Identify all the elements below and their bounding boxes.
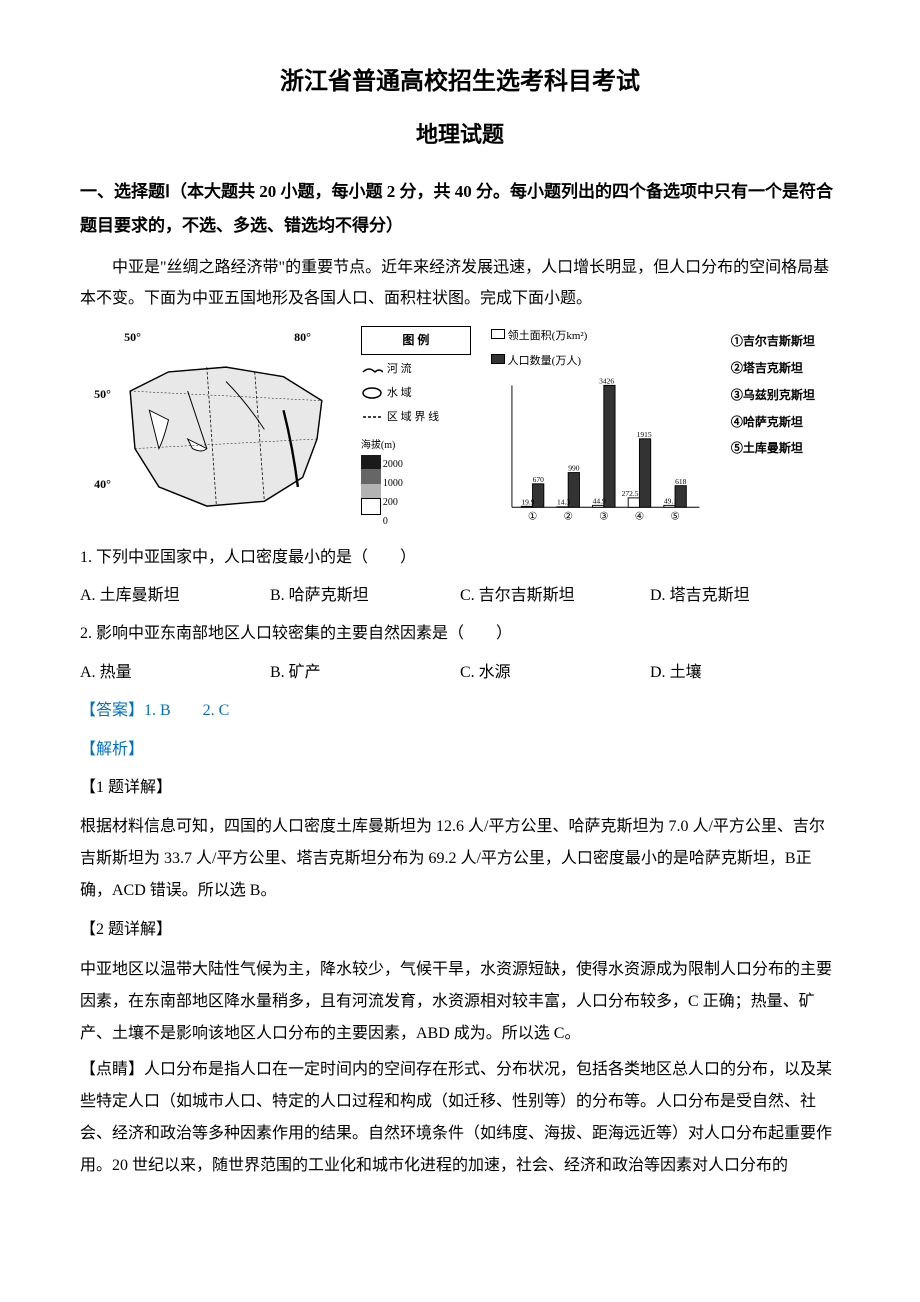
svg-text:19.9: 19.9 xyxy=(521,497,534,506)
q1-option-a: A. 土库曼斯坦 xyxy=(80,581,270,611)
intro-text: 中亚是"丝绸之路经济带"的重要节点。近年来经济发展迅速，人口增长明显，但人口分布… xyxy=(80,253,840,314)
lon-label-2: 80° xyxy=(294,326,311,349)
svg-text:618: 618 xyxy=(675,477,687,486)
q2-option-c: C. 水源 xyxy=(460,658,650,688)
svg-text:⑤: ⑤ xyxy=(670,511,679,522)
elevation-bar xyxy=(361,455,381,515)
question-2-options: A. 热量 B. 矿产 C. 水源 D. 土壤 xyxy=(80,658,840,688)
svg-text:990: 990 xyxy=(568,464,580,473)
lat-label-2: 40° xyxy=(94,473,111,496)
question-1: 1. 下列中亚国家中，人口密度最小的是（ ） xyxy=(80,543,840,573)
svg-text:670: 670 xyxy=(532,475,544,484)
lon-label-1: 50° xyxy=(124,326,141,349)
tip-text: 【点睛】人口分布是指人口在一定时间内的空间存在形式、分布状况，包括各类地区总人口… xyxy=(80,1054,840,1182)
svg-text:③: ③ xyxy=(599,511,608,522)
q1-option-d: D. 塔吉克斯坦 xyxy=(650,581,840,611)
map-svg xyxy=(111,349,341,529)
q1-option-c: C. 吉尔吉斯斯坦 xyxy=(460,581,650,611)
main-title: 浙江省普通高校招生选考科目考试 xyxy=(80,60,840,106)
bar-chart-svg: 19.9 670 14.3 990 44.9 3426 272.5 1915 4… xyxy=(491,376,711,526)
analysis-label: 【解析】 xyxy=(80,735,840,765)
series-area: 领土面积(万km²) xyxy=(491,326,587,347)
section-header: 一、选择题Ⅰ（本大题共 20 小题，每小题 2 分，共 40 分。每小题列出的四… xyxy=(80,175,840,243)
svg-text:49.1: 49.1 xyxy=(664,496,677,505)
legend-river: 河 流 xyxy=(361,359,471,380)
legend-title: 图 例 xyxy=(361,326,471,355)
q2-option-d: D. 土壤 xyxy=(650,658,840,688)
detail-1-text: 根据材料信息可知，四国的人口密度土库曼斯坦为 12.6 人/平方公里、哈萨克斯坦… xyxy=(80,811,840,907)
q1-option-b: B. 哈萨克斯坦 xyxy=(270,581,460,611)
detail-2-label: 【2 题详解】 xyxy=(80,915,840,945)
answer-line: 【答案】1. B 2. C xyxy=(80,696,840,726)
question-1-options: A. 土库曼斯坦 B. 哈萨克斯坦 C. 吉尔吉斯斯坦 D. 塔吉克斯坦 xyxy=(80,581,840,611)
svg-text:14.3: 14.3 xyxy=(557,497,570,506)
svg-text:①: ① xyxy=(528,511,537,522)
svg-text:④: ④ xyxy=(635,511,644,522)
detail-1-label: 【1 题详解】 xyxy=(80,773,840,803)
figure-container: 50° 80° 50° 40° 图 例 xyxy=(80,326,840,530)
svg-text:272.5: 272.5 xyxy=(622,489,639,498)
svg-text:44.9: 44.9 xyxy=(592,496,605,505)
country-labels: ①吉尔吉斯斯坦 ②塔吉克斯坦 ③乌兹别克斯坦 ④哈萨克斯坦 ⑤土库曼斯坦 xyxy=(731,326,826,464)
detail-2-text: 中亚地区以温带大陆性气候为主，降水较少，气候干旱，水资源短缺，使得水资源成为限制… xyxy=(80,954,840,1050)
sub-title: 地理试题 xyxy=(80,114,840,156)
question-2: 2. 影响中亚东南部地区人口较密集的主要自然因素是（ ） xyxy=(80,619,840,649)
svg-text:②: ② xyxy=(563,511,572,522)
q2-option-a: A. 热量 xyxy=(80,658,270,688)
legend-block: 图 例 河 流 水 域 区 域 界 线 海拔(m) 2000 1000 xyxy=(361,326,471,530)
svg-text:3426: 3426 xyxy=(599,376,614,385)
q2-option-b: B. 矿产 xyxy=(270,658,460,688)
series-pop: 人口数量(万人) xyxy=(491,351,581,372)
map-block: 50° 80° 50° 40° xyxy=(94,326,341,529)
svg-text:1915: 1915 xyxy=(637,430,652,439)
legend-water: 水 域 xyxy=(361,383,471,404)
chart-block: 领土面积(万km²) 人口数量(万人) 19.9 670 14.3 990 44… xyxy=(491,326,711,526)
lat-label-1: 50° xyxy=(94,383,111,406)
legend-border: 区 域 界 线 xyxy=(361,407,471,428)
